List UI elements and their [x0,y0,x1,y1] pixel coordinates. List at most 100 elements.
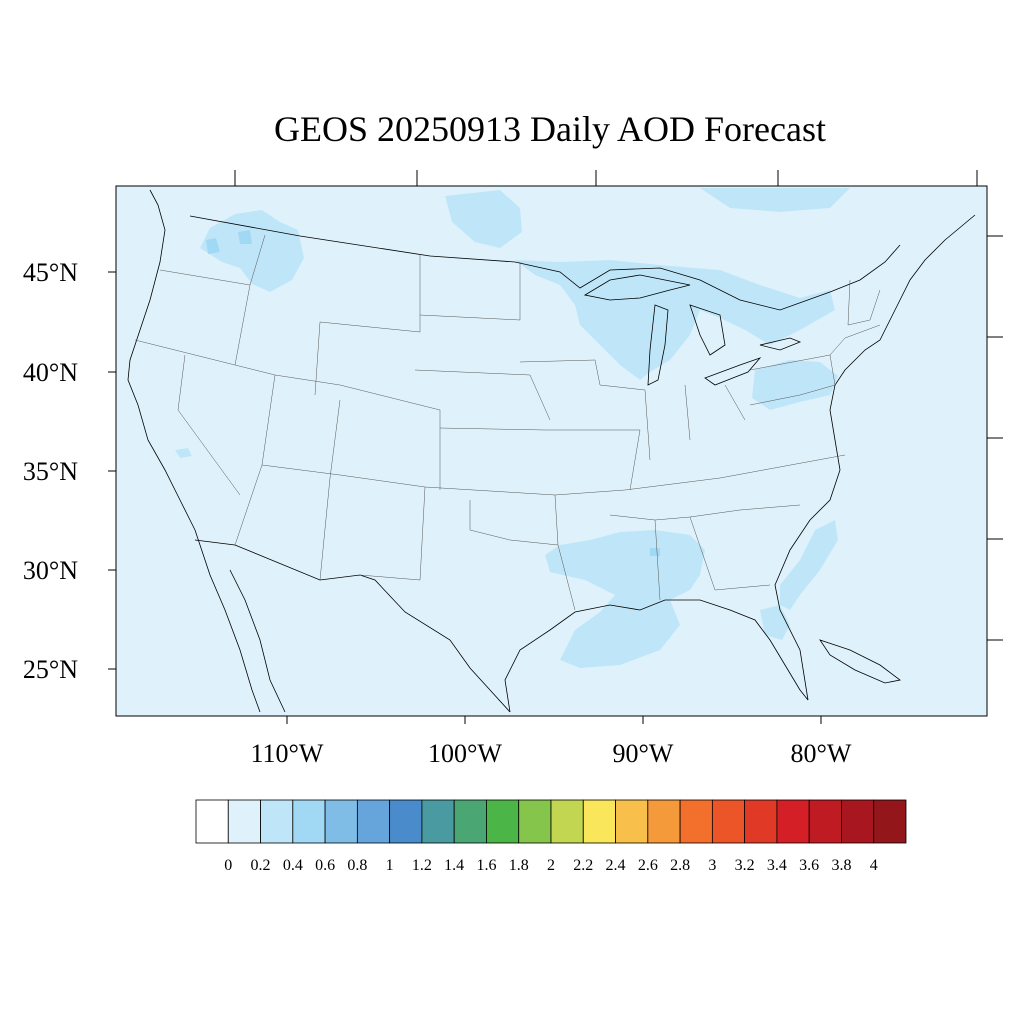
state-line [749,324,881,371]
colorbar-label: 2.4 [606,857,626,874]
latitude-ticks: 45°N 40°N 35°N 30°N 25°N [23,258,116,684]
colorbar-label: 1.4 [444,857,464,874]
aod-plume-great-lakes [515,260,835,380]
state-line [644,384,746,461]
lat-label: 25°N [23,655,78,684]
colorbar-label: 3.4 [767,857,787,874]
state-line [261,374,846,496]
colorbar-label: 2.6 [638,857,658,874]
gulf-coast [504,599,809,713]
colorbar-label: 2.8 [670,857,690,874]
longitude-ticks: 110°W 100°W 90°W 80°W [251,716,852,768]
colorbar-box [550,799,584,844]
state-line [159,269,251,286]
lon-label: 110°W [251,739,324,768]
cuba [819,639,901,684]
colorbar-label: 1.8 [509,857,529,874]
colorbar-label: 0.2 [251,857,271,874]
state-line [319,399,341,581]
colorbar-label: 2.2 [573,857,593,874]
state-line [177,354,241,496]
colorbar-label: 3.6 [799,857,819,874]
state-line [414,369,551,421]
aod-plume-southwest-spot [175,448,192,458]
lat-label: 35°N [23,457,78,486]
top-ticks [234,170,978,186]
colorbar-label: 1 [386,857,394,874]
aod-plume-northwest [200,210,304,292]
colorbar-box [582,799,616,844]
state-line [134,339,441,411]
aod-plume-gulf-coast [545,530,705,668]
baja-coast [229,569,286,713]
lake-huron [689,304,726,356]
aod-plume-peak-montana [238,230,252,244]
aod-plume-canada-north-east [700,188,850,212]
state-line [689,504,801,518]
colorbar: 0 0.2 0.4 0.6 0.8 1 1.2 1.4 1.6 1.8 2 2.2 2.4 2.6 2.8 3… [195,799,907,874]
colorbar-label: 0.4 [283,857,303,874]
aod-plume-florida [760,605,790,640]
lat-label: 30°N [23,556,78,585]
colorbar-label: 1.6 [476,857,496,874]
colorbar-box [421,799,455,844]
aod-plume-peak-idaho [206,238,220,254]
state-line [609,514,771,601]
colorbar-box [292,799,326,844]
lake-erie [704,357,762,386]
state-line [469,500,559,546]
west-coast [127,189,261,713]
colorbar-label: 3 [708,857,716,874]
colorbar-label: 2 [547,857,555,874]
state-line [847,279,881,326]
colorbar-box [324,799,358,844]
state-line [439,427,546,431]
state-line [545,429,641,491]
colorbar-label: 1.2 [412,857,432,874]
map-title: GEOS 20250913 Daily AOD Forecast [274,109,826,149]
colorbar-box [518,799,552,844]
colorbar-box [647,799,681,844]
state-line [749,354,836,406]
colorbar-box [744,799,778,844]
state-line [359,410,441,581]
colorbar-label: 4 [870,857,878,874]
lat-label: 40°N [23,358,78,387]
colorbar-box [841,799,875,844]
lon-label: 90°W [613,739,674,768]
colorbar-box [486,799,520,844]
aod-plume-midatlantic [752,360,838,410]
state-line [554,494,576,611]
state-lines [134,234,881,611]
aod-plume-canada-north [445,190,522,248]
lake-michigan [647,304,669,386]
aod-plume-atlantic [780,520,838,610]
right-ticks [987,235,1003,641]
colorbar-label: 0 [224,857,232,874]
colorbar-box [711,799,746,844]
state-line [314,321,321,396]
lat-label: 45°N [23,258,78,287]
colorbar-box [227,799,261,844]
lake-superior [583,274,691,301]
aod-plumes [175,188,850,668]
lon-label: 100°W [428,739,502,768]
aod-plume-peak-mississippi [650,548,660,556]
colorbar-box [389,799,423,844]
state-line [234,464,263,546]
aod-plumes-stronger [206,230,660,556]
colorbar-box [873,799,907,844]
colorbar-label: 3.2 [735,857,755,874]
colorbar-box [260,799,294,844]
lake-ontario [759,337,802,351]
colorbar-box [776,799,810,844]
colorbar-box [356,799,391,844]
colorbar-box [679,799,713,844]
us-mexico-border [194,539,511,713]
colorbar-label: 0.8 [347,857,367,874]
state-line [319,255,421,333]
state-line [234,234,266,366]
map-frame [115,185,988,717]
